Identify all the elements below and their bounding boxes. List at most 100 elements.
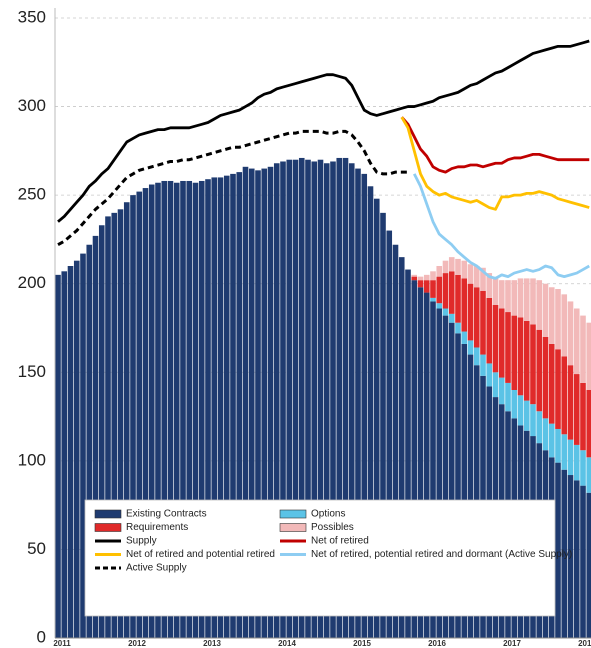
bar-segment bbox=[530, 324, 536, 405]
bar-segment bbox=[555, 428, 561, 463]
bar-segment bbox=[473, 347, 480, 366]
bar-segment bbox=[392, 244, 399, 638]
bar-segment bbox=[455, 322, 461, 334]
y-tick-label: 50 bbox=[27, 539, 46, 558]
bar-segment bbox=[480, 354, 486, 376]
legend-swatch bbox=[94, 523, 122, 532]
bar-segment bbox=[423, 292, 430, 638]
lines bbox=[57, 39, 590, 280]
bar-segment bbox=[423, 280, 430, 293]
legend-label: Possibles bbox=[311, 522, 354, 533]
bar-segment bbox=[305, 159, 311, 638]
bar-segment bbox=[561, 434, 568, 470]
bar-segment bbox=[155, 182, 161, 638]
bar-segment bbox=[530, 404, 536, 437]
bar-segment bbox=[67, 266, 74, 638]
bar-segment bbox=[480, 267, 486, 291]
bar-segment bbox=[567, 365, 574, 440]
bar-segment bbox=[436, 276, 443, 304]
bar-segment bbox=[273, 163, 280, 638]
bar-segment bbox=[498, 280, 505, 309]
bar-segment bbox=[442, 315, 449, 638]
legend-swatch bbox=[279, 509, 307, 519]
bar-segment bbox=[505, 382, 511, 412]
bar-segment bbox=[567, 439, 574, 476]
bar-segment bbox=[480, 290, 486, 355]
axes: 0 50 100 150 200 250 300 350 2011 2012 2013 2014 201… bbox=[18, 7, 591, 648]
bar-segment bbox=[261, 168, 268, 639]
bar-segment bbox=[573, 444, 580, 481]
legend-label: Supply bbox=[126, 536, 157, 547]
bar-segment bbox=[148, 184, 155, 638]
bar-segment bbox=[342, 157, 349, 638]
bar-segment bbox=[173, 182, 180, 638]
bar-segment bbox=[330, 161, 336, 638]
bar-segment bbox=[411, 280, 418, 638]
bar-segment bbox=[411, 276, 418, 281]
x-tick-label: 2017 bbox=[503, 639, 521, 648]
bar-segment bbox=[448, 257, 455, 272]
legend-label: Requirements bbox=[126, 522, 188, 533]
bar-segment bbox=[580, 382, 586, 451]
bar-segment bbox=[467, 264, 474, 284]
series-line bbox=[57, 39, 590, 223]
x-tick-label: 2013 bbox=[203, 639, 221, 648]
bar-segment bbox=[486, 273, 493, 298]
bar-segment bbox=[467, 283, 474, 341]
series-line bbox=[57, 129, 408, 247]
legend-label: Net of retired, potential retired and do… bbox=[311, 549, 572, 560]
y-tick-label: 100 bbox=[18, 450, 46, 469]
legend-swatch bbox=[279, 523, 307, 532]
series-line bbox=[412, 173, 590, 280]
bars bbox=[55, 157, 591, 639]
bar-segment bbox=[117, 209, 124, 639]
bar-segment bbox=[423, 274, 430, 281]
bar-segment bbox=[486, 363, 493, 387]
bar-segment bbox=[448, 271, 455, 314]
bar-segment bbox=[523, 320, 530, 401]
bar-segment bbox=[348, 163, 355, 638]
bar-segment bbox=[492, 372, 499, 398]
bar-segment bbox=[511, 280, 518, 316]
bar-segment bbox=[498, 308, 505, 378]
bar-segment bbox=[417, 287, 424, 638]
bar-segment bbox=[292, 159, 299, 638]
bar-segment bbox=[580, 450, 586, 486]
y-tick-label: 300 bbox=[18, 96, 46, 115]
legend-label: Active Supply bbox=[126, 563, 187, 574]
bar-segment bbox=[398, 257, 405, 638]
bar-segment bbox=[92, 235, 99, 638]
bar-segment bbox=[380, 212, 386, 638]
bar-segment bbox=[555, 349, 561, 429]
bar-segment bbox=[411, 274, 418, 277]
bar-segment bbox=[548, 423, 555, 458]
legend-label: Net of retired bbox=[311, 536, 369, 547]
bar-segment bbox=[580, 315, 586, 383]
bar-segment bbox=[561, 469, 568, 638]
bar-segment bbox=[530, 278, 536, 325]
bar-segment bbox=[430, 280, 436, 298]
bar-segment bbox=[323, 163, 330, 638]
bar-segment bbox=[573, 308, 580, 375]
bar-segment bbox=[542, 418, 549, 451]
bar-segment bbox=[186, 180, 193, 638]
y-tick-label: 250 bbox=[18, 185, 46, 204]
bar-segment bbox=[492, 278, 499, 305]
bar-segment bbox=[548, 287, 555, 344]
bar-segment bbox=[436, 308, 443, 638]
bar-segment bbox=[442, 308, 449, 316]
bar-segment bbox=[55, 274, 61, 638]
bar-segment bbox=[473, 287, 480, 348]
legend-label: Options bbox=[311, 509, 345, 520]
bar-segment bbox=[211, 177, 218, 638]
y-tick-label: 200 bbox=[18, 273, 46, 292]
x-tick-label: 2018 bbox=[578, 639, 591, 648]
bar-segment bbox=[461, 278, 468, 332]
bar-segment bbox=[105, 216, 111, 638]
bar-segment bbox=[142, 188, 149, 639]
bar-segment bbox=[442, 273, 449, 309]
bar-segment bbox=[505, 280, 511, 313]
bar-segment bbox=[80, 253, 86, 638]
bar-segment bbox=[230, 173, 236, 638]
